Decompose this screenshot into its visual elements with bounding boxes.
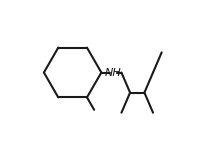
Text: NH: NH — [105, 68, 121, 77]
